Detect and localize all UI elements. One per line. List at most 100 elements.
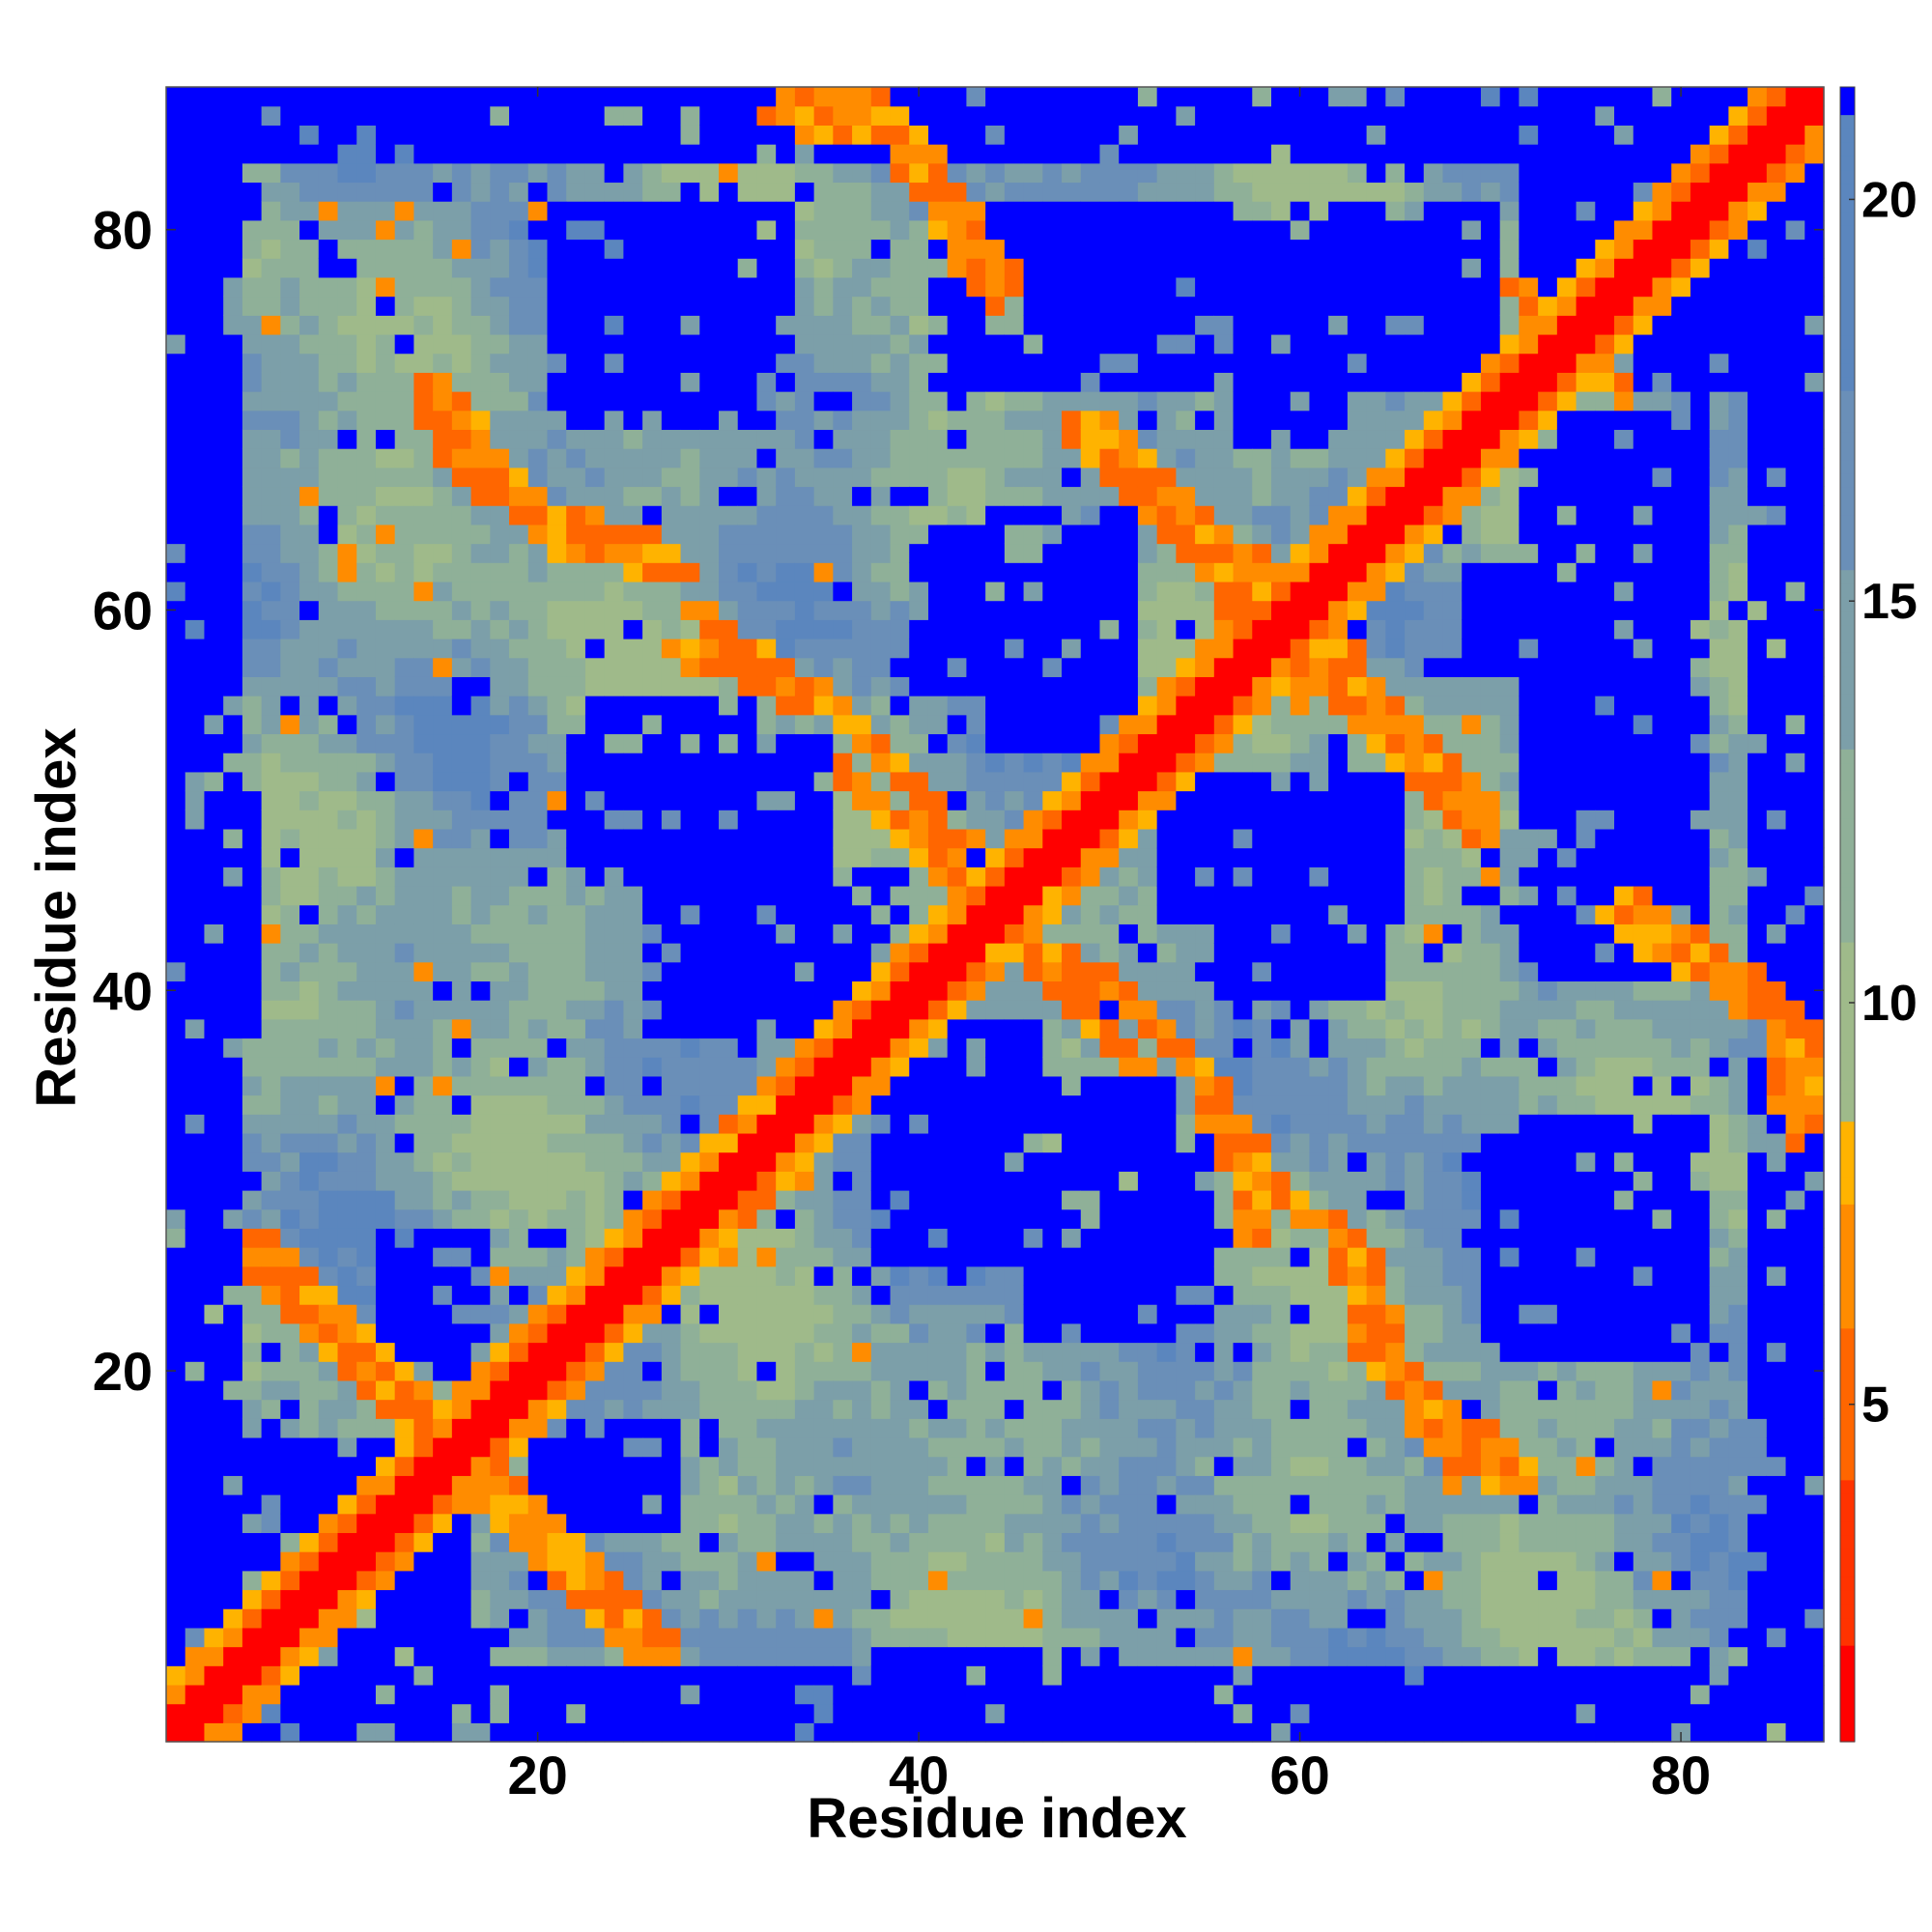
- heatmap-cell: [1004, 524, 1025, 545]
- heatmap-cell: [185, 1132, 206, 1153]
- heatmap-cell: [1062, 1322, 1082, 1344]
- heatmap-cell: [604, 790, 624, 810]
- heatmap-cell: [794, 182, 815, 202]
- heatmap-cell: [299, 144, 320, 164]
- heatmap-cell: [413, 1608, 434, 1629]
- heatmap-cell: [1233, 87, 1253, 107]
- heatmap-cell: [890, 353, 910, 373]
- heatmap-cell: [242, 1722, 263, 1743]
- heatmap-cell: [623, 1000, 643, 1020]
- heatmap-cell: [1023, 562, 1043, 582]
- heatmap-cell: [813, 885, 834, 906]
- heatmap-cell: [1213, 1171, 1235, 1191]
- heatmap-cell: [204, 696, 224, 716]
- heatmap-cell: [833, 1551, 853, 1572]
- heatmap-cell: [204, 486, 224, 506]
- heatmap-cell: [433, 486, 453, 506]
- heatmap-cell: [852, 1228, 872, 1248]
- heatmap-cell: [909, 867, 929, 887]
- heatmap-cell: [547, 1665, 567, 1686]
- heatmap-cell: [1042, 1247, 1063, 1267]
- heatmap-cell: [1119, 1475, 1139, 1495]
- heatmap-cell: [737, 1190, 758, 1210]
- heatmap-cell: [1176, 1151, 1196, 1172]
- heatmap-cell: [985, 1285, 1006, 1305]
- heatmap-cell: [280, 429, 300, 449]
- heatmap-cell: [166, 867, 186, 887]
- heatmap-cell: [337, 1589, 357, 1609]
- heatmap-cell: [623, 1322, 643, 1344]
- heatmap-cell: [509, 1228, 529, 1248]
- heatmap-cell: [242, 448, 263, 469]
- heatmap-cell: [318, 1208, 339, 1229]
- heatmap-cell: [204, 144, 224, 164]
- heatmap-cell: [433, 410, 453, 431]
- heatmap-cell: [394, 1379, 415, 1401]
- heatmap-cell: [1195, 1456, 1215, 1476]
- heatmap-cell: [547, 486, 567, 506]
- heatmap-cell: [1213, 1646, 1235, 1666]
- heatmap-cell: [185, 1190, 206, 1210]
- heatmap-cell: [584, 1342, 606, 1362]
- heatmap-cell: [1213, 315, 1235, 335]
- heatmap-cell: [1252, 1513, 1272, 1534]
- heatmap-cell: [623, 1513, 643, 1534]
- heatmap-cell: [623, 1608, 643, 1629]
- heatmap-cell: [813, 1037, 834, 1058]
- heatmap-cell: [642, 1608, 663, 1629]
- heatmap-cell: [737, 1494, 758, 1515]
- heatmap-cell: [566, 1513, 586, 1534]
- heatmap-cell: [413, 1322, 434, 1344]
- heatmap-cell: [413, 1627, 434, 1648]
- heatmap-cell: [719, 1228, 739, 1248]
- heatmap-cell: [1233, 1132, 1253, 1153]
- heatmap-cell: [566, 943, 586, 963]
- heatmap-cell: [623, 1304, 643, 1324]
- heatmap-cell: [833, 1285, 853, 1305]
- heatmap-cell: [852, 943, 872, 963]
- heatmap-cell: [223, 467, 243, 488]
- heatmap-cell: [719, 333, 739, 355]
- heatmap-cell: [623, 333, 643, 355]
- heatmap-cell: [1213, 1208, 1235, 1229]
- heatmap-cell: [1062, 600, 1082, 620]
- heatmap-cell: [223, 1646, 243, 1666]
- heatmap-cell: [1042, 1570, 1063, 1591]
- heatmap-cell: [394, 1436, 415, 1458]
- heatmap-cell: [680, 105, 700, 126]
- heatmap-cell: [1080, 276, 1101, 298]
- heatmap-cell: [813, 1094, 834, 1115]
- heatmap-cell: [185, 733, 206, 753]
- heatmap-cell: [1119, 1151, 1139, 1172]
- heatmap-cell: [623, 353, 643, 373]
- heatmap-cell: [490, 391, 510, 412]
- heatmap-cell: [566, 219, 586, 241]
- heatmap-cell: [1080, 790, 1101, 810]
- heatmap-cell: [242, 1361, 263, 1381]
- heatmap-cell: [1080, 1646, 1101, 1666]
- heatmap-cell: [1080, 1513, 1101, 1534]
- heatmap-cell: [185, 1475, 206, 1495]
- heatmap-cell: [1042, 1304, 1063, 1324]
- heatmap-cell: [680, 429, 700, 449]
- heatmap-cell: [1119, 391, 1139, 412]
- heatmap-cell: [223, 1304, 243, 1324]
- heatmap-cell: [776, 276, 796, 298]
- heatmap-cell: [261, 1171, 281, 1191]
- heatmap-cell: [947, 1589, 968, 1609]
- heatmap-cell: [985, 1247, 1006, 1267]
- heatmap-cell: [1062, 1057, 1082, 1077]
- heatmap-cell: [1156, 790, 1177, 810]
- heatmap-cell: [1195, 201, 1215, 221]
- heatmap-cell: [1137, 524, 1158, 545]
- heatmap-cell: [584, 1684, 606, 1705]
- heatmap-cell: [242, 543, 263, 563]
- heatmap-cell: [204, 162, 224, 184]
- heatmap-cell: [1062, 276, 1082, 298]
- heatmap-cell: [699, 162, 720, 184]
- heatmap-cell: [1004, 639, 1025, 659]
- heatmap-cell: [470, 696, 491, 716]
- heatmap-cell: [737, 923, 758, 944]
- heatmap-cell: [890, 581, 910, 602]
- heatmap-cell: [1213, 1456, 1235, 1476]
